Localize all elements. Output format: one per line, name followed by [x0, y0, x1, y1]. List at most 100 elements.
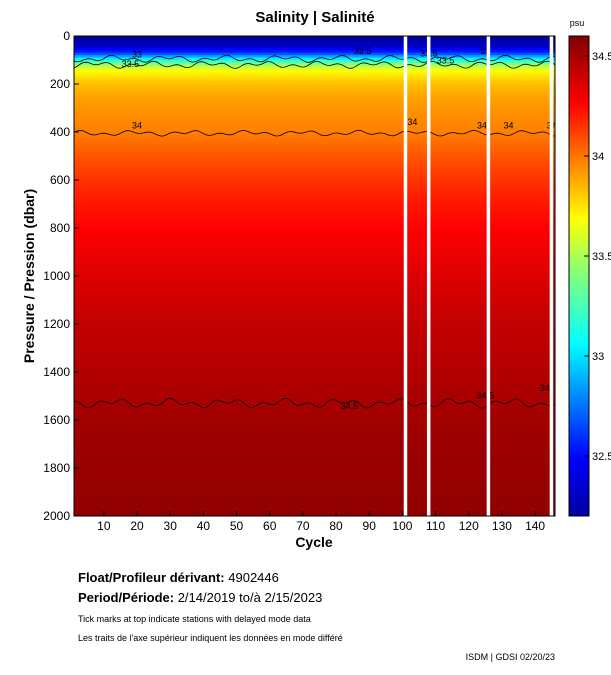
- salinity-band: [74, 331, 555, 335]
- salinity-band: [74, 386, 555, 390]
- salinity-band: [74, 379, 555, 383]
- salinity-band: [74, 441, 555, 445]
- salinity-band: [74, 381, 555, 385]
- salinity-band: [74, 50, 555, 54]
- salinity-band: [74, 43, 555, 47]
- salinity-band: [74, 376, 555, 380]
- y-axis: 0 200 400 600 800 1000 1200 1400 1600 1800 2000: [43, 29, 79, 523]
- salinity-band: [74, 446, 555, 450]
- salinity-band: [74, 403, 555, 407]
- salinity-band: [74, 252, 555, 255]
- salinity-band: [74, 283, 555, 287]
- salinity-band: [74, 237, 555, 241]
- contour-line-33-5: [74, 60, 555, 69]
- colorbar-tick-label: 33: [592, 351, 604, 363]
- salinity-band: [74, 415, 555, 419]
- contour-label: 34.5: [477, 390, 495, 400]
- salinity-band: [74, 288, 555, 291]
- salinity-band: [74, 439, 555, 443]
- salinity-band: [74, 76, 555, 80]
- period-to: 2/15/2023: [264, 590, 323, 605]
- y-tick-label: 2000: [43, 509, 70, 523]
- salinity-band: [74, 254, 555, 258]
- x-axis-label: Cycle: [295, 534, 333, 550]
- contour-label: 33: [132, 50, 142, 60]
- salinity-band: [74, 134, 555, 138]
- missing-cycle-gap: [549, 36, 554, 516]
- salinity-band: [74, 187, 555, 191]
- missing-cycle-gap: [486, 36, 491, 516]
- delayed-mode-note-fr: Les traits de l'axe supérieur indiquent …: [78, 633, 343, 643]
- salinity-band: [74, 480, 555, 483]
- salinity-band: [74, 232, 555, 236]
- salinity-band: [74, 374, 555, 378]
- salinity-band: [74, 484, 555, 488]
- salinity-band: [74, 218, 555, 222]
- salinity-band: [74, 124, 555, 128]
- salinity-band: [74, 468, 555, 471]
- salinity-band: [74, 300, 555, 303]
- salinity-band: [74, 340, 555, 344]
- salinity-band: [74, 153, 555, 157]
- salinity-band: [74, 136, 555, 140]
- salinity-band: [74, 129, 555, 133]
- salinity-band: [74, 508, 555, 512]
- salinity-band: [74, 69, 555, 73]
- salinity-band: [74, 74, 555, 78]
- salinity-band: [74, 384, 555, 387]
- float-info: Float/Profileur dérivant: 4902446: [78, 570, 279, 585]
- salinity-band: [74, 244, 555, 248]
- salinity-band: [74, 175, 555, 179]
- data-gaps: [403, 36, 554, 516]
- contour-label: 34: [132, 120, 142, 130]
- salinity-band: [74, 141, 555, 145]
- salinity-band: [74, 343, 555, 347]
- salinity-band: [74, 100, 555, 104]
- salinity-band: [74, 144, 555, 147]
- salinity-band: [74, 429, 555, 433]
- salinity-band: [74, 391, 555, 395]
- salinity-band: [74, 208, 555, 212]
- salinity-band: [74, 225, 555, 229]
- salinity-band: [74, 88, 555, 92]
- salinity-band: [74, 206, 555, 210]
- x-tick-label: 120: [459, 519, 479, 533]
- salinity-band: [74, 278, 555, 282]
- y-tick-label: 1000: [43, 269, 70, 283]
- salinity-band: [74, 81, 555, 85]
- salinity-band: [74, 79, 555, 83]
- salinity-band: [74, 482, 555, 486]
- salinity-band: [74, 120, 555, 123]
- y-tick-label: 1200: [43, 317, 70, 331]
- salinity-band: [74, 367, 555, 371]
- contour-label: 33.5: [437, 56, 455, 66]
- credit-stamp: ISDM | GDSI 02/20/23: [465, 652, 555, 662]
- salinity-band: [74, 444, 555, 447]
- missing-cycle-gap: [426, 36, 431, 516]
- x-tick-label: 100: [392, 519, 412, 533]
- salinity-band: [74, 396, 555, 399]
- salinity-band: [74, 86, 555, 90]
- salinity-band: [74, 369, 555, 373]
- salinity-band: [74, 345, 555, 349]
- salinity-band: [74, 196, 555, 200]
- salinity-band: [74, 268, 555, 272]
- salinity-band: [74, 292, 555, 296]
- salinity-band: [74, 247, 555, 251]
- salinity-band: [74, 302, 555, 306]
- x-axis: 10 20 30 40 50 60 70 80 90 100 110 120 130 140: [97, 511, 545, 533]
- salinity-band: [74, 249, 555, 253]
- colorbar-tick-label: 34: [592, 151, 604, 163]
- salinity-band: [74, 146, 555, 150]
- salinity-band: [74, 398, 555, 402]
- salinity-band: [74, 372, 555, 375]
- salinity-band: [74, 328, 555, 332]
- salinity-band: [74, 506, 555, 510]
- contour-label: 34: [504, 120, 514, 130]
- salinity-band: [74, 316, 555, 320]
- salinity-band: [74, 427, 555, 431]
- x-tick-label: 50: [230, 519, 244, 533]
- salinity-band: [74, 220, 555, 224]
- salinity-band: [74, 424, 555, 428]
- x-tick-label: 130: [492, 519, 512, 533]
